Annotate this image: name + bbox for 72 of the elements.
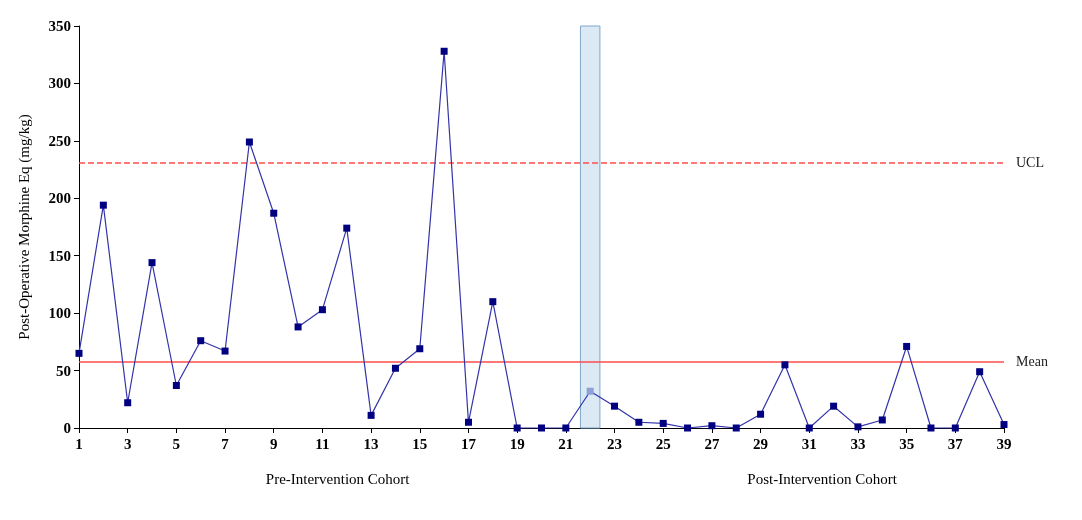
- y-tick-label: 350: [48, 18, 71, 34]
- y-tick-label: 300: [48, 75, 71, 92]
- ref-line-label: Mean: [1016, 353, 1048, 369]
- x-tick-label: 25: [655, 435, 671, 452]
- x-tick-label: 35: [899, 435, 915, 452]
- point: [586, 387, 594, 395]
- point: [635, 418, 643, 426]
- y-tick-label: 0: [63, 420, 71, 436]
- point: [391, 364, 399, 372]
- x-tick-label: 39: [996, 435, 1012, 452]
- x-tick-label: 17: [460, 435, 477, 452]
- point: [830, 402, 838, 410]
- point: [416, 345, 424, 353]
- x-tick-label: 33: [850, 435, 866, 452]
- y-tick-label: 100: [48, 305, 71, 322]
- point: [75, 349, 83, 357]
- point: [927, 424, 935, 432]
- ref-line-label: UCL: [1016, 155, 1044, 171]
- point: [611, 402, 619, 410]
- point: [781, 361, 789, 369]
- point: [708, 422, 716, 430]
- point: [221, 347, 229, 355]
- point: [513, 424, 521, 432]
- point: [951, 424, 959, 432]
- y-tick-label: 250: [48, 132, 71, 149]
- point: [562, 424, 570, 432]
- point: [245, 138, 253, 146]
- point: [659, 419, 667, 427]
- point: [343, 224, 351, 232]
- point: [367, 411, 375, 419]
- point: [903, 342, 911, 350]
- y-tick-label: 200: [48, 190, 71, 207]
- x-tick-label: 19: [509, 435, 525, 452]
- point: [464, 418, 472, 426]
- y-tick-label: 50: [56, 362, 71, 379]
- point: [732, 424, 740, 432]
- x-tick-label: 13: [363, 435, 379, 452]
- point: [294, 323, 302, 331]
- point: [197, 337, 205, 345]
- point: [318, 306, 326, 314]
- point: [270, 209, 278, 217]
- point: [124, 399, 132, 407]
- point: [854, 423, 862, 431]
- y-tick-label: 150: [48, 247, 71, 264]
- x-tick-label: 21: [558, 435, 574, 452]
- point: [878, 416, 886, 424]
- x-tick-label: 31: [801, 435, 817, 452]
- x-tick-label: 1: [75, 435, 83, 452]
- point: [172, 382, 180, 389]
- x-tick-label: 3: [123, 435, 132, 452]
- x-tick-label: 7: [221, 435, 230, 452]
- point: [976, 368, 984, 376]
- point: [489, 298, 497, 306]
- x-tick-label: 29: [753, 435, 769, 452]
- point: [805, 424, 813, 432]
- x-tick-label: 9: [269, 435, 278, 452]
- text: Pre-Intervention Cohort: [265, 470, 411, 487]
- x-tick-label: 5: [172, 435, 181, 452]
- point: [1000, 421, 1008, 429]
- point: [440, 47, 448, 55]
- point: [538, 424, 545, 432]
- y-axis-title: Post-Operative Morphine Eq (mg/kg): [15, 114, 33, 340]
- point: [684, 424, 692, 432]
- x-tick-label: 27: [704, 435, 720, 452]
- text: Post-Intervention Cohort: [747, 470, 898, 487]
- point: [148, 259, 156, 267]
- point: [99, 201, 107, 209]
- x-tick-label: 11: [315, 435, 330, 452]
- x-tick-label: 23: [607, 435, 623, 452]
- point: [757, 410, 765, 418]
- x-tick-label: 15: [412, 435, 428, 452]
- x-tick-label: 37: [947, 435, 964, 452]
